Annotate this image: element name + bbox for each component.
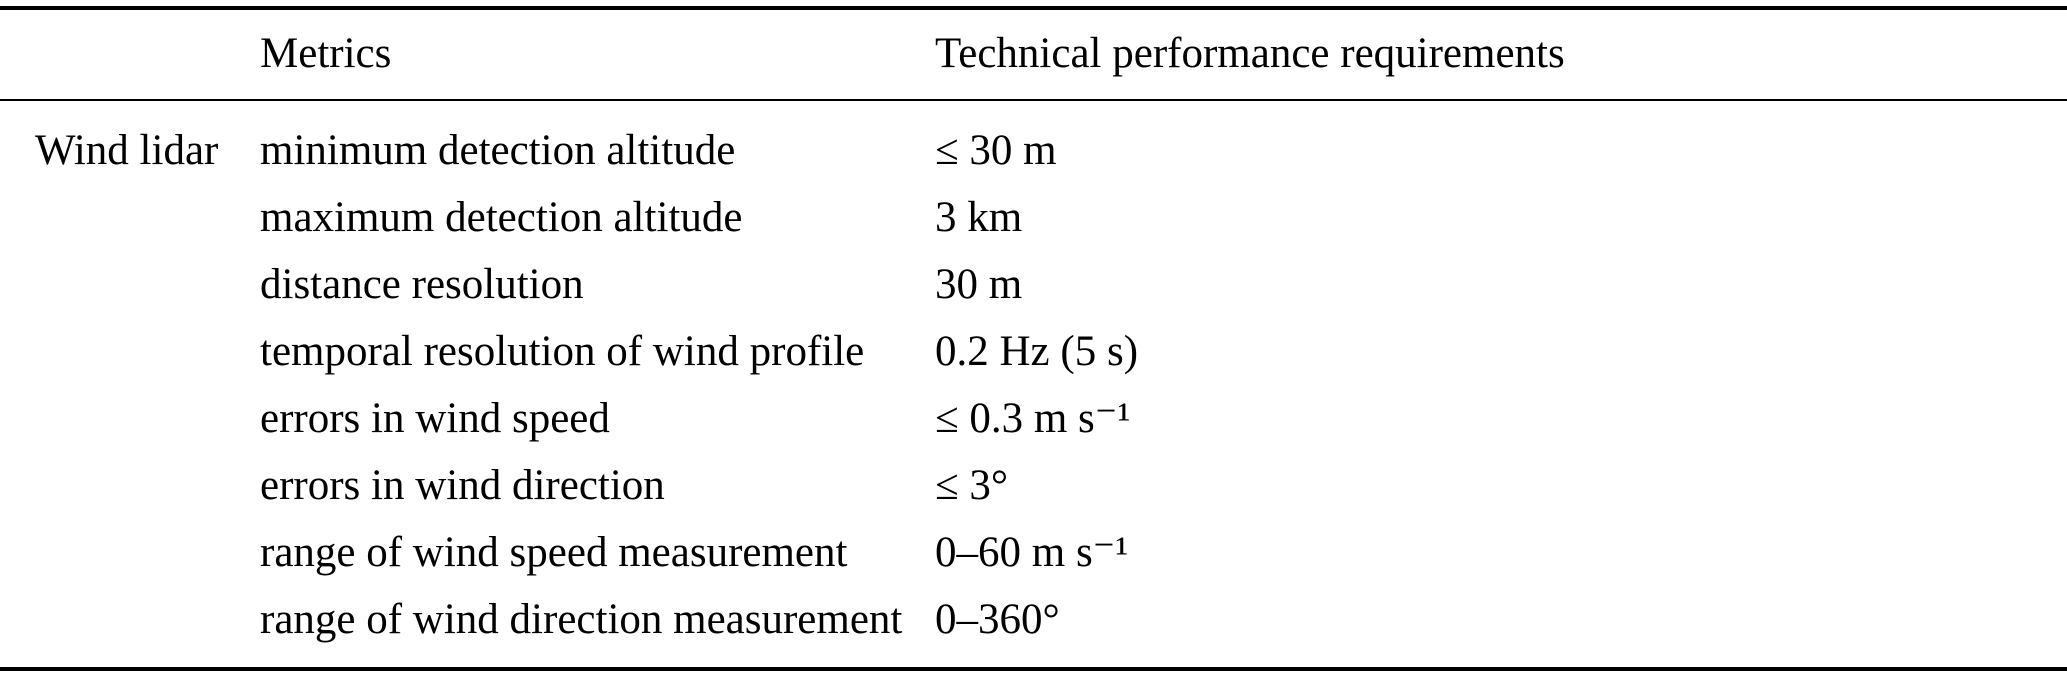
table-row: errors in wind direction ≤ 3° — [0, 452, 2067, 519]
value-cell: ≤ 3° — [935, 462, 1009, 509]
value-cell: ≤ 0.3 m s⁻¹ — [935, 395, 1131, 442]
value-cell: 3 km — [935, 194, 1023, 241]
table-row: temporal resolution of wind profile 0.2 … — [0, 318, 2067, 385]
metric-cell: distance resolution — [260, 261, 584, 308]
metric-cell: errors in wind direction — [260, 462, 665, 509]
table-row: range of wind speed measurement 0–60 m s… — [0, 519, 2067, 586]
table-row: Wind lidar minimum detection altitude ≤ … — [0, 117, 2067, 184]
table-header-rule — [0, 99, 2067, 101]
table-row: errors in wind speed ≤ 0.3 m s⁻¹ — [0, 385, 2067, 452]
value-cell: 30 m — [935, 261, 1023, 308]
row-group-label: Wind lidar — [35, 127, 219, 174]
metric-cell: errors in wind speed — [260, 395, 610, 442]
header-requirements: Technical performance requirements — [935, 30, 1565, 77]
metric-cell: maximum detection altitude — [260, 194, 743, 241]
value-cell: 0–360° — [935, 596, 1060, 643]
value-cell: 0.2 Hz (5 s) — [935, 328, 1139, 375]
table-row: maximum detection altitude 3 km — [0, 184, 2067, 251]
header-metrics: Metrics — [260, 30, 392, 77]
metric-cell: temporal resolution of wind profile — [260, 328, 865, 375]
table-header-row: Metrics Technical performance requiremen… — [0, 10, 2067, 99]
metric-cell: minimum detection altitude — [260, 127, 736, 174]
value-cell: 0–60 m s⁻¹ — [935, 529, 1129, 576]
metric-cell: range of wind direction measurement — [260, 596, 903, 643]
table-row: range of wind direction measurement 0–36… — [0, 586, 2067, 653]
metric-cell: range of wind speed measurement — [260, 529, 848, 576]
table-row: distance resolution 30 m — [0, 251, 2067, 318]
table-body: Wind lidar minimum detection altitude ≤ … — [0, 101, 2067, 653]
value-cell: ≤ 30 m — [935, 127, 1057, 174]
table-top-rule — [0, 6, 2067, 10]
table-bottom-rule — [0, 667, 2067, 671]
